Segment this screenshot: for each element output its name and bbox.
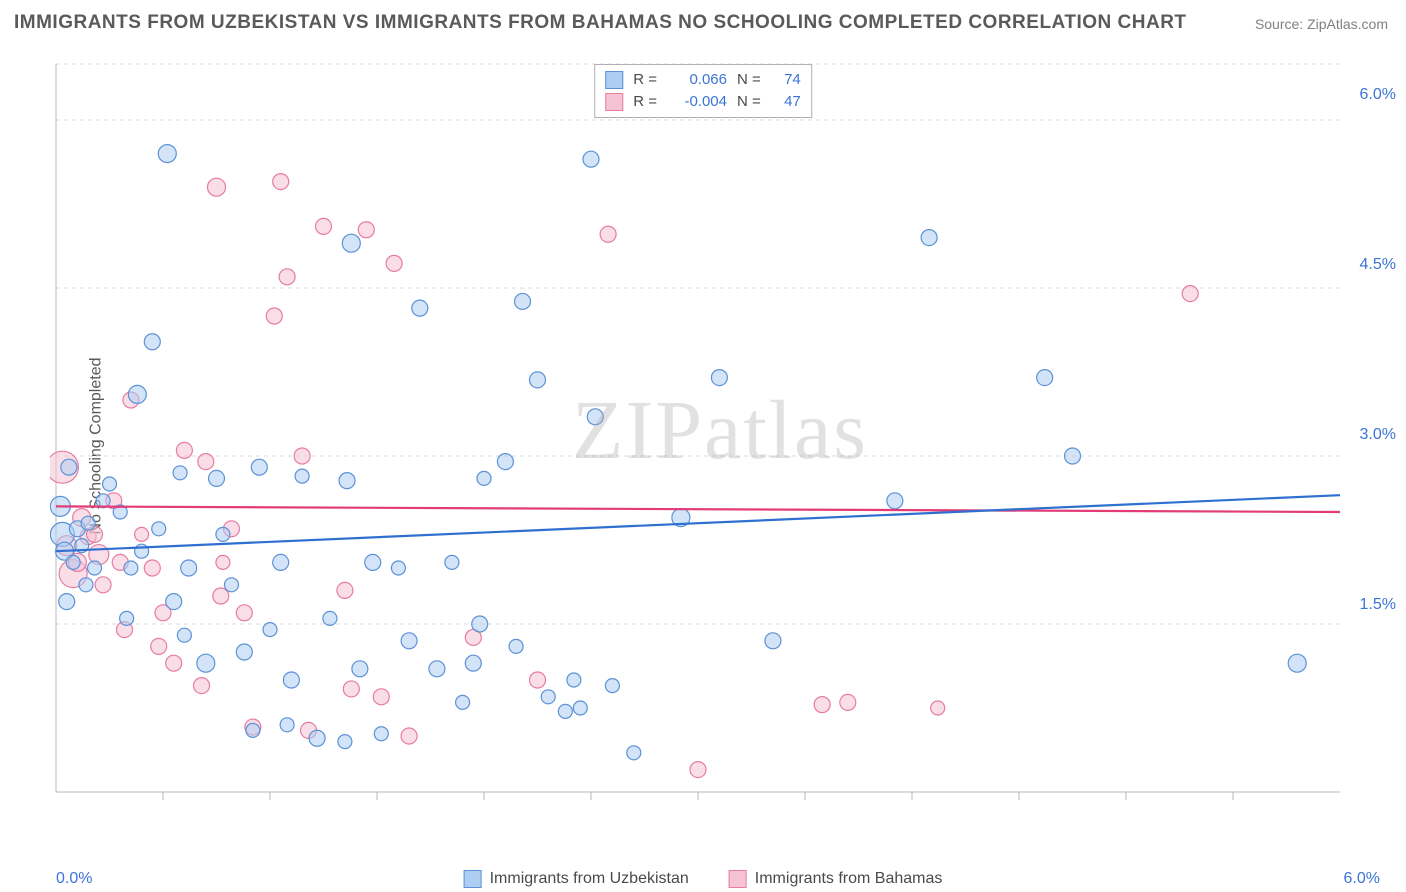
stats-swatch-uzbekistan bbox=[605, 71, 623, 89]
stats-n-label: N = bbox=[737, 69, 761, 91]
stats-swatch-bahamas bbox=[605, 93, 623, 111]
stats-row-uzbekistan: R = 0.066 N = 74 bbox=[605, 69, 801, 91]
legend-swatch-uzbekistan bbox=[464, 870, 482, 888]
y-tick-15: 1.5% bbox=[1360, 596, 1396, 614]
chart-title: IMMIGRANTS FROM UZBEKISTAN VS IMMIGRANTS… bbox=[14, 12, 1187, 34]
stats-n-label: N = bbox=[737, 91, 761, 113]
source-attribution: Source: ZipAtlas.com bbox=[1255, 16, 1388, 32]
legend-item-bahamas: Immigrants from Bahamas bbox=[729, 870, 943, 888]
legend-item-uzbekistan: Immigrants from Uzbekistan bbox=[464, 870, 689, 888]
chart-svg bbox=[50, 60, 1390, 820]
stats-r-value-uzbekistan: 0.066 bbox=[667, 69, 727, 91]
stats-legend: R = 0.066 N = 74 R = -0.004 N = 47 bbox=[594, 64, 812, 118]
scatter-plot: ZIPatlas bbox=[50, 60, 1390, 820]
legend-label-uzbekistan: Immigrants from Uzbekistan bbox=[490, 870, 689, 888]
stats-row-bahamas: R = -0.004 N = 47 bbox=[605, 91, 801, 113]
stats-r-value-bahamas: -0.004 bbox=[667, 91, 727, 113]
stats-r-label: R = bbox=[633, 91, 657, 113]
stats-n-value-bahamas: 47 bbox=[771, 91, 801, 113]
y-tick-45: 4.5% bbox=[1360, 256, 1396, 274]
x-tick-left: 0.0% bbox=[56, 870, 92, 888]
stats-r-label: R = bbox=[633, 69, 657, 91]
y-tick-60: 6.0% bbox=[1360, 86, 1396, 104]
stats-n-value-uzbekistan: 74 bbox=[771, 69, 801, 91]
legend-label-bahamas: Immigrants from Bahamas bbox=[755, 870, 943, 888]
y-tick-30: 3.0% bbox=[1360, 426, 1396, 444]
bottom-legend: Immigrants from Uzbekistan Immigrants fr… bbox=[464, 870, 943, 888]
legend-swatch-bahamas bbox=[729, 870, 747, 888]
x-tick-right: 6.0% bbox=[1344, 870, 1380, 888]
